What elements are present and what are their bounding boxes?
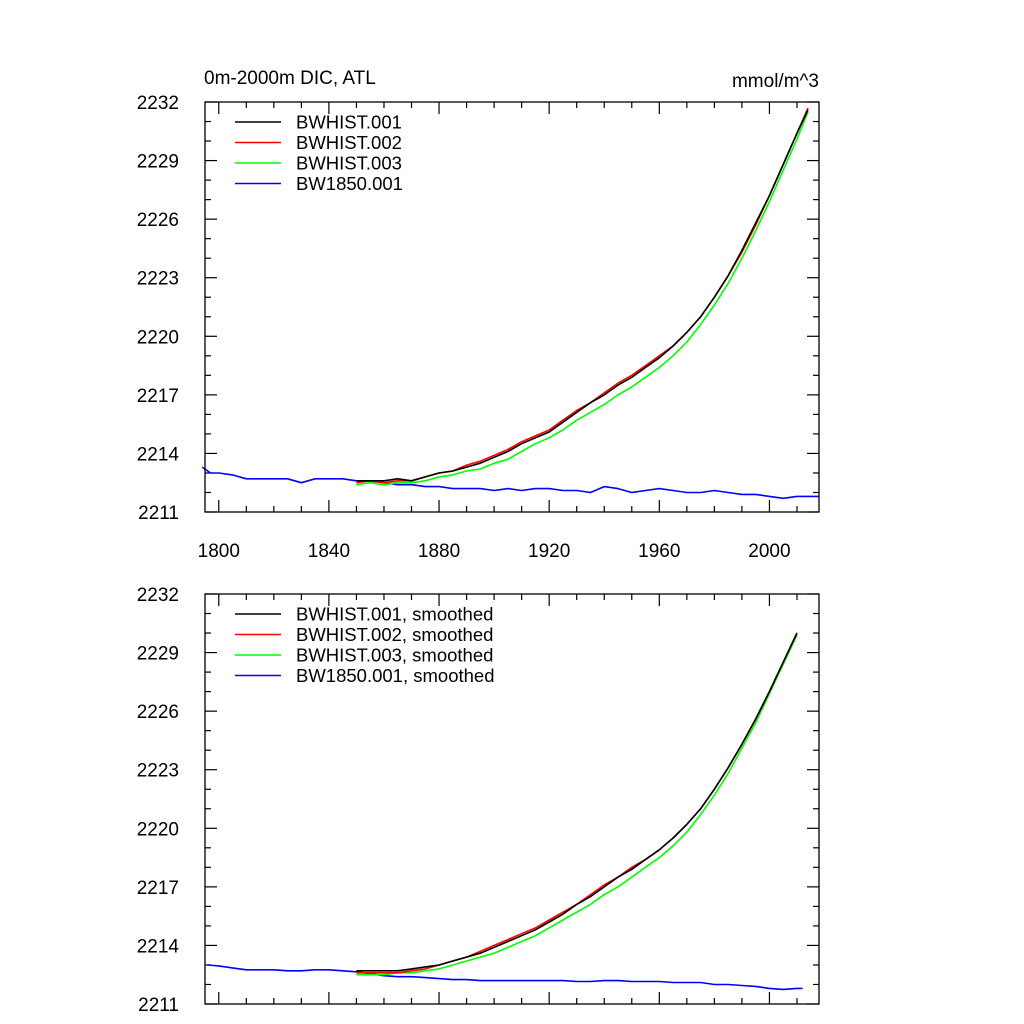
y-tick-label: 2217 (137, 386, 179, 407)
units-label: mmol/m^3 (732, 71, 819, 92)
y-tick-label: 2220 (137, 327, 179, 348)
series-line (201, 466, 819, 500)
legend-label: BW1850.001, smoothed (296, 665, 495, 686)
legend-label: BWHIST.001, smoothed (296, 604, 493, 625)
legend-label: BWHIST.001 (296, 112, 402, 133)
y-tick-label: 2223 (137, 269, 179, 290)
y-tick-label: 2220 (137, 819, 179, 840)
top-panel: 0m-2000m DIC, ATL mmol/m^3 2211221422172… (137, 68, 820, 562)
legend-label: BWHIST.003 (296, 153, 402, 174)
y-tick-label: 2214 (137, 444, 180, 465)
series-line (207, 964, 803, 991)
y-tick-label: 2232 (137, 93, 179, 114)
y-tick-label: 2223 (137, 761, 179, 782)
series-line (356, 632, 798, 972)
series-line (356, 634, 798, 976)
y-tick-label: 2232 (137, 585, 179, 606)
chart-title: 0m-2000m DIC, ATL (204, 68, 376, 89)
y-tick-label: 2217 (137, 878, 179, 899)
series-line (356, 109, 809, 482)
y-tick-label: 2211 (138, 995, 179, 1016)
y-tick-label: 2214 (137, 936, 180, 957)
plot-frame (204, 101, 820, 513)
bottom-panel: 2211 2214 2217 2220 2223 2226 2229 2232 BWHIST.0… (137, 585, 820, 1016)
x-tick-label: 1800 (198, 541, 240, 562)
x-tick-label: 2000 (748, 541, 790, 562)
x-tick-label: 1960 (638, 541, 680, 562)
x-tick-label: 1840 (308, 541, 350, 562)
y-tick-label: 2226 (137, 702, 179, 723)
y-tick-label: 2226 (137, 210, 179, 231)
y-tick-label: 2229 (137, 152, 179, 173)
plot-area: 2211 2214 2217 2220 2223 2226 2229 2232 1800 1840… (137, 93, 819, 562)
plot-frame (204, 593, 820, 1005)
x-tick-label: 1880 (418, 541, 460, 562)
legend-label: BW1850.001 (296, 173, 403, 194)
series-line (356, 107, 809, 484)
legend-label: BWHIST.003, smoothed (296, 645, 493, 666)
y-tick-label: 2211 (138, 503, 179, 524)
y-tick-label: 2229 (137, 644, 179, 665)
plot-area: 2211 2214 2217 2220 2223 2226 2229 2232 BWHIST.0… (137, 585, 819, 1016)
legend-label: BWHIST.002 (296, 132, 402, 153)
x-tick-label: 1920 (528, 541, 570, 562)
series-line (356, 111, 809, 486)
legend-label: BWHIST.002, smoothed (296, 624, 493, 645)
